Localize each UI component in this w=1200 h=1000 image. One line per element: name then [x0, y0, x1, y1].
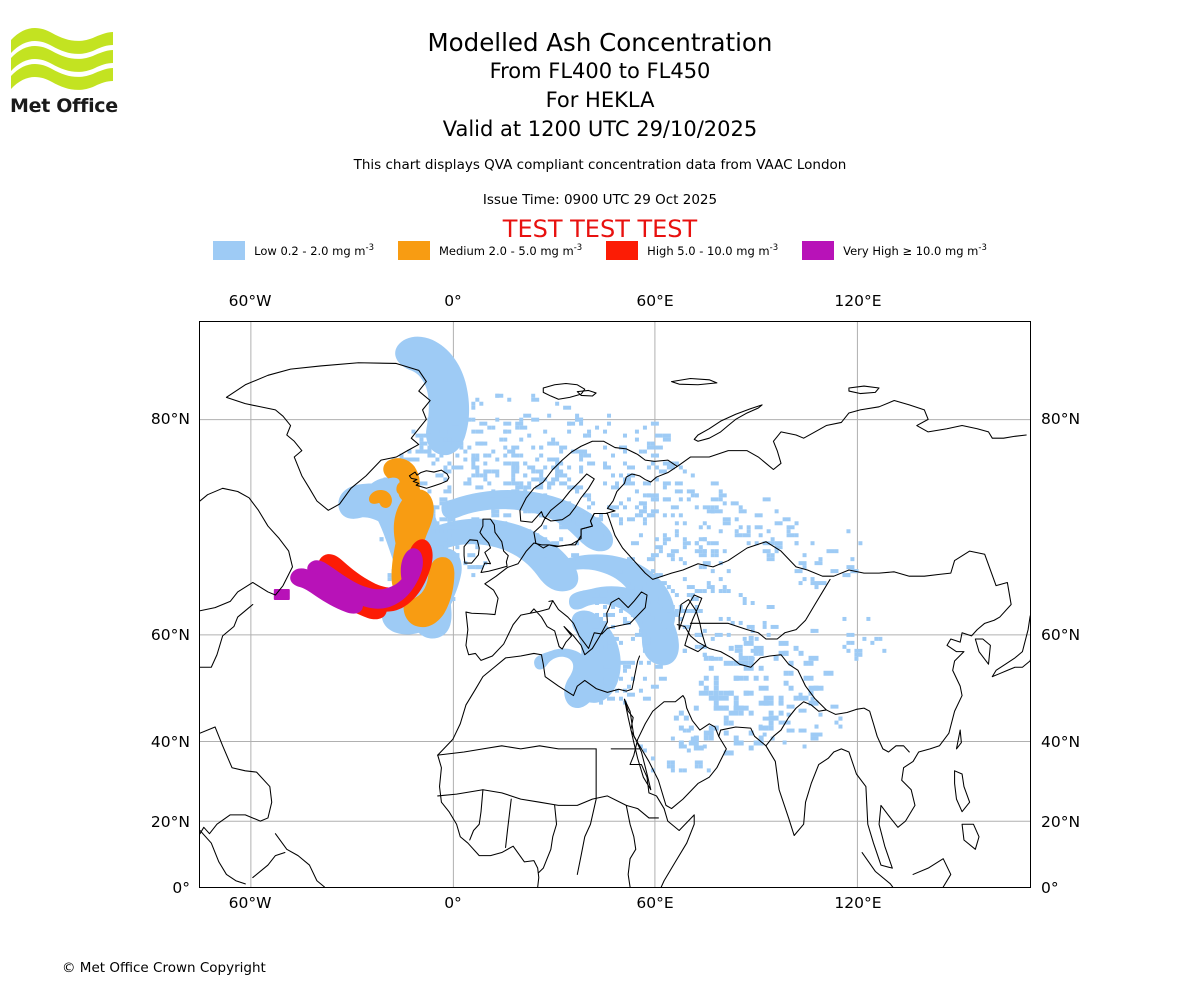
- concentration-legend: Low 0.2 - 2.0 mg m-3 Medium 2.0 - 5.0 mg…: [0, 241, 1200, 260]
- title-block: Modelled Ash Concentration From FL400 to…: [0, 28, 1200, 144]
- lon-tick-bottom-60E: 60°E: [636, 894, 674, 912]
- volcano-subtitle: For HEKLA: [545, 88, 655, 112]
- map-canvas: [200, 322, 1030, 887]
- lat-tick-left-60N: 60°N: [150, 626, 190, 644]
- met-office-logo-text: Met Office: [10, 95, 118, 117]
- lat-tick-right-60N: 60°N: [1041, 626, 1081, 644]
- lat-tick-right-40N: 40°N: [1041, 733, 1081, 751]
- map-coastlines: [200, 362, 1030, 887]
- legend-item-very-high: Very High ≥ 10.0 mg m-3: [802, 241, 987, 260]
- lon-tick-top-60E: 60°E: [636, 292, 674, 310]
- met-office-wave-icon: [11, 27, 113, 90]
- lon-tick-top-60W: 60°W: [228, 292, 272, 310]
- legend-label-very-high: Very High ≥ 10.0 mg m-3: [843, 243, 987, 258]
- legend-label-medium: Medium 2.0 - 5.0 mg m-3: [438, 243, 583, 258]
- copyright-notice: © Met Office Crown Copyright: [62, 960, 266, 976]
- lon-tick-top-120E: 120°E: [834, 292, 882, 310]
- qva-note: This chart displays QVA compliant concen…: [353, 157, 847, 173]
- lat-tick-left-40N: 40°N: [150, 733, 190, 751]
- legend-swatch-low: [213, 241, 246, 260]
- legend-item-low: Low 0.2 - 2.0 mg m-3: [213, 241, 374, 260]
- flight-level-subtitle: From FL400 to FL450: [489, 59, 711, 83]
- issue-time: Issue Time: 0900 UTC 29 Oct 2025: [482, 192, 718, 208]
- legend-label-high: High 5.0 - 10.0 mg m-3: [647, 243, 779, 258]
- test-banner: TEST TEST TEST: [502, 215, 698, 243]
- page-title: Modelled Ash Concentration: [427, 28, 773, 57]
- legend-swatch-very-high: [802, 241, 835, 260]
- lon-tick-bottom-0: 0°: [444, 894, 462, 912]
- lat-tick-right-80N: 80°N: [1041, 410, 1081, 428]
- lon-tick-bottom-60W: 60°W: [228, 894, 272, 912]
- lon-tick-top-0: 0°: [444, 292, 462, 310]
- valid-time-subtitle: Valid at 1200 UTC 29/10/2025: [442, 117, 758, 141]
- map-gridlines: [200, 322, 1030, 887]
- legend-label-low: Low 0.2 - 2.0 mg m-3: [254, 243, 374, 258]
- lat-tick-right-20N: 20°N: [1041, 813, 1081, 831]
- legend-swatch-high: [606, 241, 639, 260]
- met-office-logo: Met Office: [10, 24, 120, 117]
- lat-tick-right-0: 0°: [1041, 879, 1059, 897]
- lon-tick-bottom-120E: 120°E: [834, 894, 882, 912]
- legend-swatch-medium: [397, 241, 430, 260]
- lat-tick-left-80N: 80°N: [150, 410, 190, 428]
- ash-concentration-map[interactable]: [199, 321, 1031, 888]
- lat-tick-left-20N: 20°N: [150, 813, 190, 831]
- legend-item-medium: Medium 2.0 - 5.0 mg m-3: [397, 241, 583, 260]
- legend-item-high: High 5.0 - 10.0 mg m-3: [606, 241, 778, 260]
- lat-tick-left-0: 0°: [172, 879, 190, 897]
